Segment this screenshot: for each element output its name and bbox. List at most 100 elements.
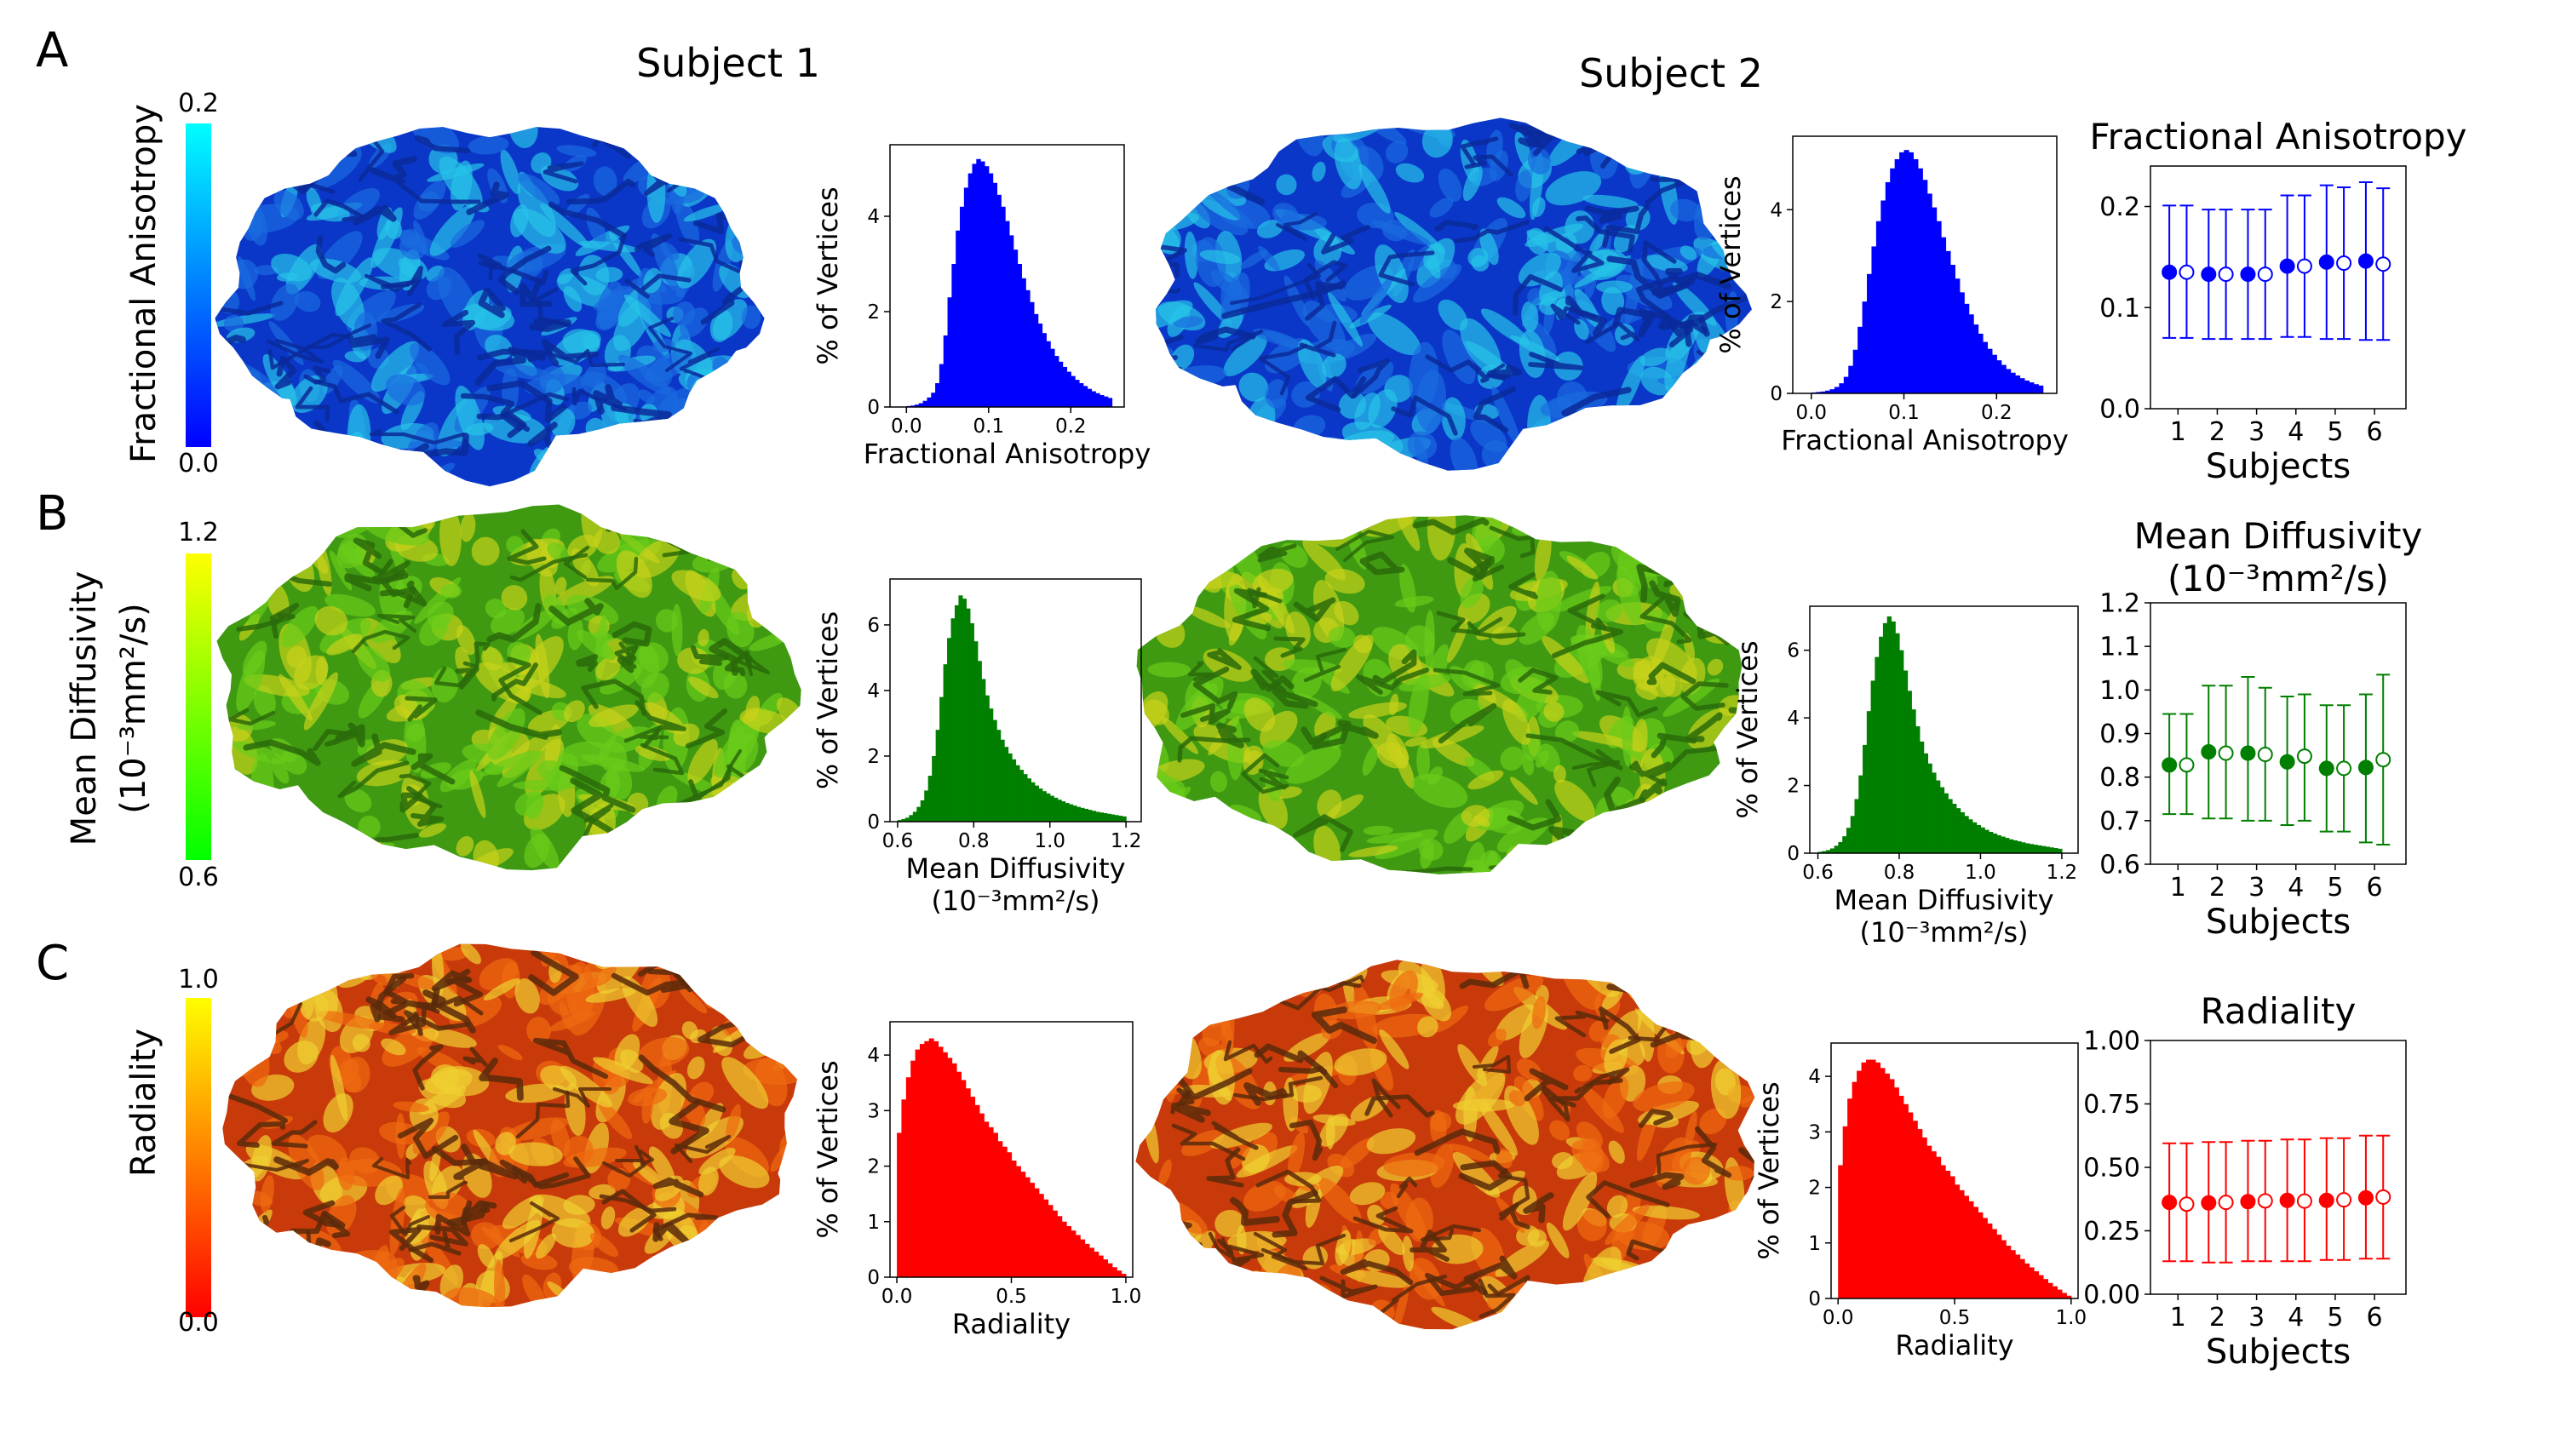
gyrus	[1160, 515, 1174, 531]
gyrus	[732, 1264, 749, 1302]
colorbar-min-rad: 0.0	[178, 1308, 219, 1338]
y-tick-label: 1	[867, 1212, 880, 1234]
sulcus	[388, 1006, 427, 1036]
gyrus	[444, 1287, 502, 1308]
gyrus	[439, 507, 462, 566]
brain-surface-rad-subject-2	[1135, 960, 1755, 1330]
gyrus	[551, 1218, 595, 1248]
gyrus	[246, 433, 293, 469]
gyrus	[1303, 1052, 1333, 1115]
x-tick-label: 0.6	[1802, 862, 1834, 884]
hist-bar	[1922, 180, 1928, 393]
hist-bar	[1846, 828, 1852, 853]
hist-bar	[1075, 1235, 1081, 1277]
gyrus	[439, 759, 477, 793]
hist-bar	[1968, 314, 1974, 393]
gyrus	[1531, 197, 1546, 217]
x-tick-label: 0.2	[1055, 416, 1087, 438]
hist-bar	[897, 820, 903, 822]
gyrus	[1429, 1109, 1447, 1145]
sulcus	[1232, 588, 1272, 632]
x-tick-label: 2	[2209, 873, 2225, 903]
gyrus	[342, 842, 395, 862]
gyrus	[557, 268, 574, 284]
gyrus	[226, 204, 238, 225]
sulcus	[1433, 668, 1501, 696]
gyrus	[701, 1248, 717, 1306]
gyrus	[1215, 140, 1239, 188]
gyrus	[1318, 1178, 1362, 1224]
hist-bar	[2017, 841, 2022, 853]
sulcus	[497, 245, 552, 295]
y-tick-label: 2	[867, 1156, 880, 1178]
hist-bar	[1008, 235, 1014, 407]
gyrus	[1455, 1069, 1506, 1125]
sulcus	[1458, 1160, 1513, 1191]
hist-bar	[1895, 633, 1900, 853]
sulcus	[1472, 1054, 1512, 1075]
gyrus	[638, 389, 655, 404]
gyrus	[761, 778, 794, 790]
gyrus	[493, 1260, 506, 1308]
sulcus	[1221, 280, 1346, 319]
hist-bar	[973, 641, 979, 822]
sulcus	[709, 638, 753, 676]
sulcus	[335, 722, 365, 748]
sulcus	[1359, 551, 1405, 576]
y-tick-label: 1.00	[2083, 1027, 2140, 1057]
hist-bar	[2033, 845, 2038, 853]
gyrus	[713, 796, 725, 834]
gyrus	[1691, 120, 1728, 163]
hist-bar	[1940, 1165, 1946, 1298]
sulcus	[1211, 1121, 1259, 1150]
sulcus	[1135, 1048, 1181, 1075]
gyrus	[730, 183, 759, 214]
hist-bar	[962, 599, 967, 822]
gyrus	[638, 439, 680, 485]
sulcus	[647, 422, 709, 459]
sulcus	[1156, 272, 1181, 295]
gyrus	[375, 1175, 403, 1206]
sulcus	[734, 654, 771, 677]
sulcus	[1156, 355, 1178, 385]
sulcus	[1258, 343, 1308, 396]
gyrus	[1505, 659, 1531, 690]
plot-frame	[889, 144, 1125, 408]
sulcus	[1289, 1119, 1323, 1161]
hist-bar	[1893, 1087, 1899, 1298]
gyrus	[228, 429, 289, 453]
gyrus	[338, 432, 366, 487]
hist-bar	[974, 1104, 980, 1277]
hist-bar	[943, 335, 949, 407]
hist-bar	[1903, 150, 1909, 393]
mean-point-open	[2375, 256, 2391, 272]
sulcus	[611, 621, 652, 647]
gyrus	[670, 844, 720, 867]
y-axis-label: % of Vertices	[1753, 1081, 1785, 1259]
hist-bar	[1898, 1095, 1904, 1298]
brain-surface-md-subject-1	[216, 504, 801, 871]
hist-bar	[1870, 1059, 1876, 1298]
hist-bar	[1932, 207, 1938, 393]
gyrus	[324, 593, 376, 617]
gyrus	[1412, 264, 1462, 303]
gyrus	[1712, 1230, 1727, 1264]
gyrus	[1574, 255, 1632, 288]
sulcus	[478, 287, 506, 318]
hist-bar	[961, 1080, 967, 1277]
gyrus	[1438, 168, 1462, 202]
x-tick-label: 1.0	[1965, 862, 1996, 884]
sulcus	[412, 1044, 444, 1091]
gyrus	[1410, 1260, 1445, 1307]
gyrus	[1564, 1290, 1584, 1330]
gyrus	[688, 943, 712, 972]
brain-surface-md-subject-2	[1136, 515, 1743, 874]
gyrus	[672, 127, 713, 160]
gyrus	[687, 738, 718, 785]
hist-bar	[1080, 1239, 1086, 1277]
mean-point-filled	[2279, 754, 2295, 770]
gyrus	[1531, 995, 1547, 1029]
gyrus	[1366, 832, 1423, 844]
sulcus	[1207, 648, 1242, 670]
sulcus	[460, 1200, 497, 1224]
